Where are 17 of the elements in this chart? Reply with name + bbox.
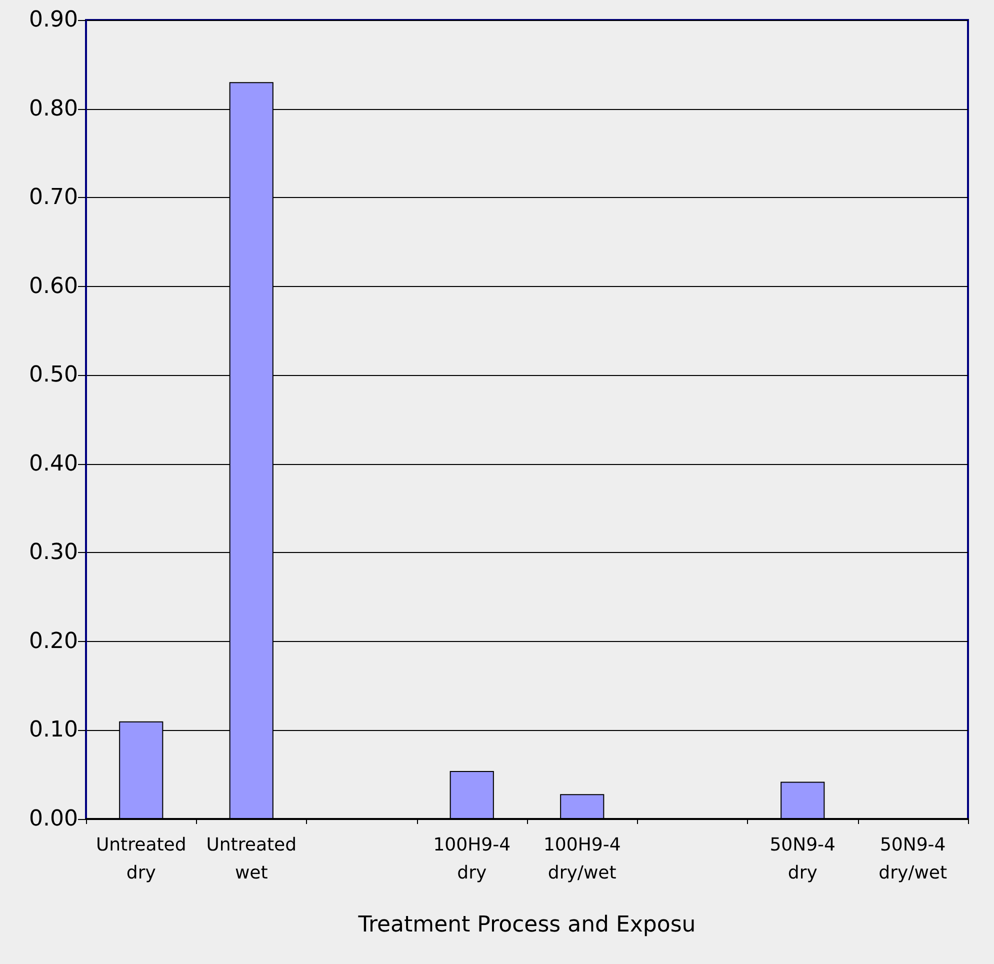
x-tick-label: 50N9-4 dry bbox=[770, 834, 836, 884]
x-axis-title: Treatment Process and Exposu bbox=[357, 912, 696, 938]
y-tick-label: 0.50 bbox=[29, 362, 78, 388]
y-tick-label: 0.10 bbox=[29, 718, 78, 743]
y-tick-label: 0.20 bbox=[29, 628, 78, 654]
y-tick-label: 0.30 bbox=[29, 540, 78, 566]
x-tick-label: 100H9-4 dry/wet bbox=[543, 834, 621, 884]
x-tick-label: 100H9-4 dry bbox=[433, 834, 511, 884]
x-tick-label: Untreated dry bbox=[96, 834, 186, 884]
y-tick-label: 0.70 bbox=[29, 185, 78, 210]
x-tick-label: 50N9-4 dry/wet bbox=[878, 834, 948, 884]
y-tick-label: 0.60 bbox=[29, 274, 78, 299]
y-tick-label: 0.90 bbox=[29, 8, 78, 32]
y-tick-label: 0.00 bbox=[29, 806, 78, 832]
y-tick-label: 0.80 bbox=[29, 96, 78, 122]
y-tick-label: 0.40 bbox=[29, 451, 78, 476]
x-tick-label: Untreated wet bbox=[206, 834, 297, 884]
